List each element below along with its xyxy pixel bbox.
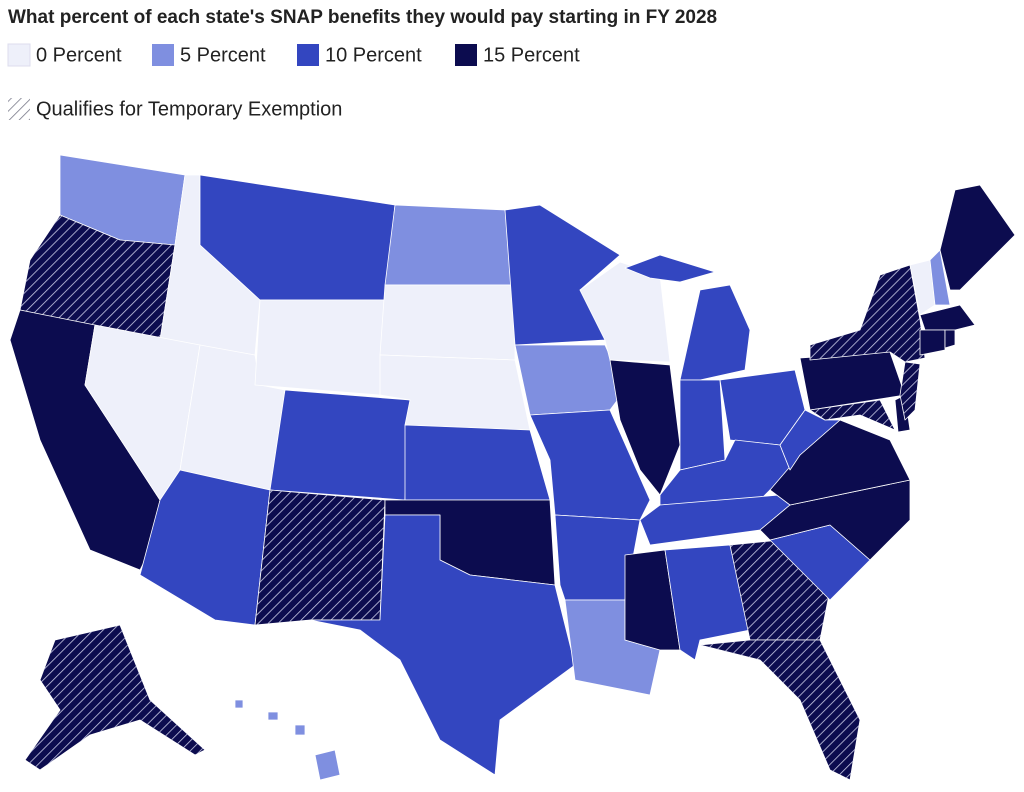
- legend: 0 Percent 5 Percent 10 Percent 15 Percent: [7, 43, 580, 67]
- exempt-swatch: [8, 98, 30, 120]
- state: [309, 514, 576, 776]
- state: [234, 699, 341, 781]
- state: [624, 549, 681, 651]
- exemption-hatch: [810, 400, 895, 430]
- exemption-hatch: [900, 362, 920, 420]
- state: [929, 249, 951, 306]
- legend-label: 5 Percent: [180, 44, 266, 66]
- legend-label: 0 Percent: [36, 44, 122, 66]
- exempt-label: Qualifies for Temporary Exemption: [36, 98, 342, 120]
- state: [919, 329, 946, 356]
- state: [579, 261, 671, 363]
- state: [779, 409, 841, 471]
- legend-swatch: [455, 44, 477, 66]
- state: [659, 439, 791, 506]
- state: [254, 299, 386, 396]
- states: [9, 154, 1016, 781]
- legend-swatch: [152, 44, 174, 66]
- state: [799, 351, 906, 411]
- legend-label: 10 Percent: [325, 44, 422, 66]
- state: [679, 379, 726, 471]
- state: [944, 329, 956, 349]
- exemption-hatch: [810, 265, 925, 362]
- exemption-hatch: [255, 490, 385, 625]
- legend-swatch: [297, 44, 319, 66]
- state: [269, 389, 411, 501]
- exemption-hatch: [700, 640, 860, 780]
- state: [919, 304, 976, 331]
- state: [379, 284, 516, 361]
- legend-swatch: [7, 43, 31, 67]
- exemption-hatch: [25, 625, 205, 770]
- state: [384, 204, 516, 286]
- legend-label: 15 Percent: [483, 44, 580, 66]
- title: What percent of each state's SNAP benefi…: [8, 7, 717, 28]
- state: [404, 424, 551, 501]
- state: [939, 184, 1016, 291]
- exemption-hatch: [20, 215, 175, 340]
